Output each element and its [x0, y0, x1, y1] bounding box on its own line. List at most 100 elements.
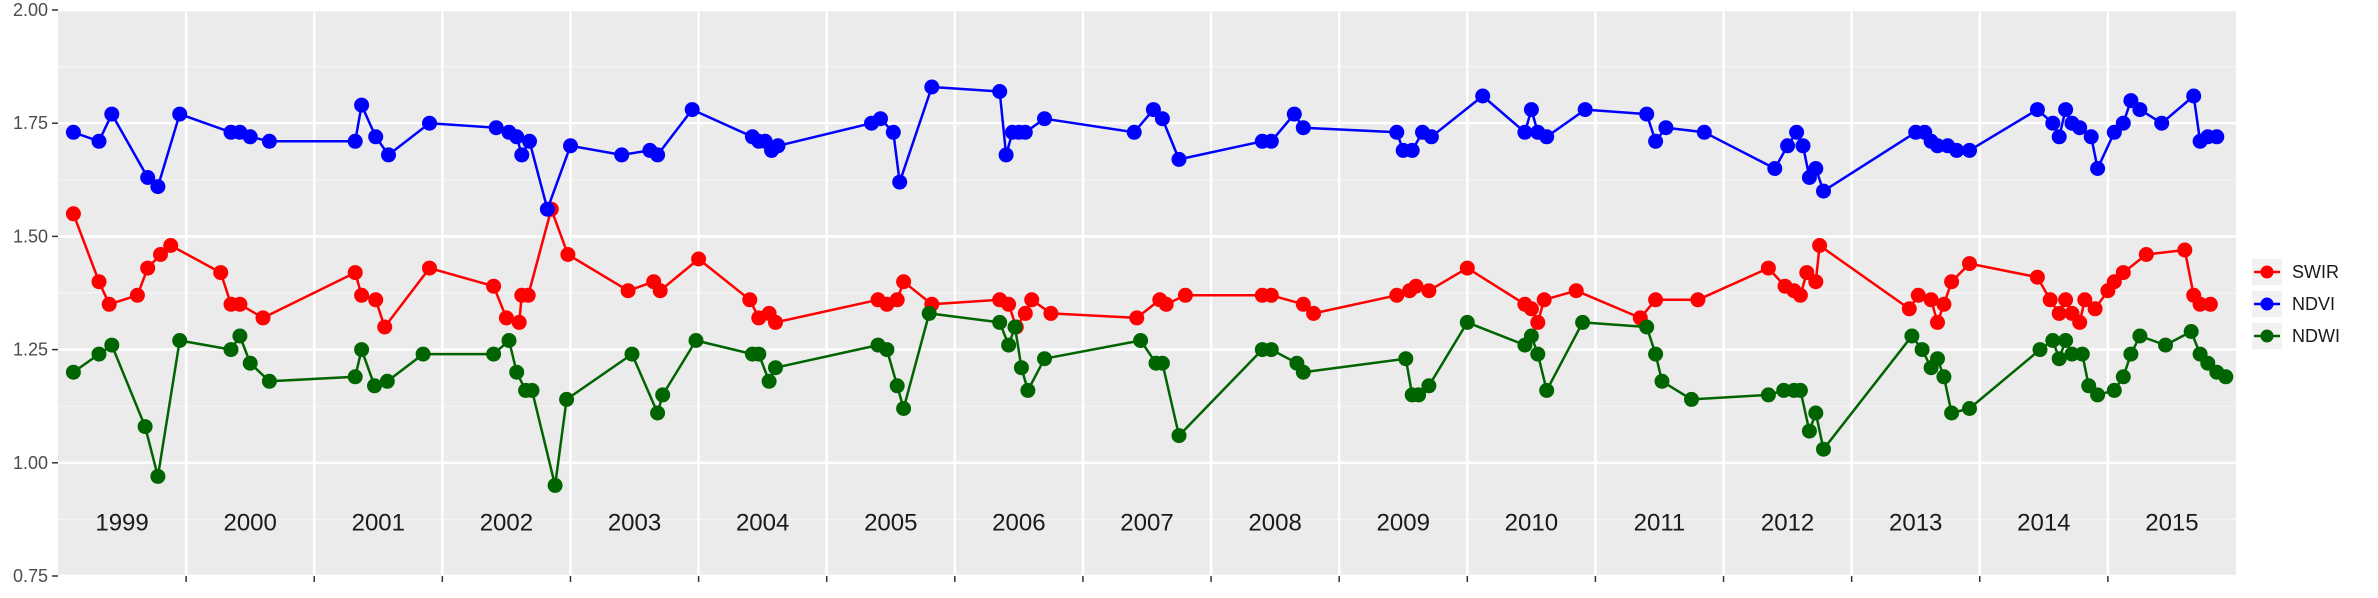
data-point-swir: [1177, 287, 1193, 303]
axes: 0.75 1.00 1.25 1.50 1.75 2.00: [13, 0, 2109, 586]
data-point-swir: [1421, 283, 1437, 299]
data-point-swir: [1295, 296, 1311, 312]
data-point-ndwi: [2032, 342, 2048, 358]
data-point-ndwi: [104, 337, 120, 353]
year-label: 2007: [1120, 510, 1173, 537]
data-point-ndwi: [896, 401, 912, 416]
data-point-ndvi: [91, 133, 107, 149]
data-point-ndvi: [347, 133, 363, 149]
data-point-swir: [422, 260, 437, 276]
data-point-ndvi: [381, 147, 396, 163]
legend-key-point: [2260, 329, 2274, 343]
year-labels: 1999 2000 2001 2002 2003 2004 2005 2006 2007 2008…: [95, 510, 2198, 537]
data-point-ndvi: [242, 129, 258, 145]
data-point-ndwi: [1801, 423, 1817, 439]
y-tick-label: 1.50: [13, 226, 48, 246]
data-point-swir: [1129, 310, 1145, 326]
data-point-ndvi: [2072, 120, 2088, 136]
data-point-ndvi: [1154, 111, 1170, 127]
data-point-ndwi: [137, 419, 153, 435]
data-point-ndvi: [1389, 124, 1405, 140]
data-point-ndwi: [232, 328, 248, 344]
data-point-ndwi: [1904, 328, 1920, 344]
data-point-swir: [2058, 292, 2074, 308]
data-point-ndwi: [1639, 319, 1655, 335]
data-point-ndwi: [1684, 391, 1699, 407]
y-tick-label: 0.75: [13, 566, 48, 586]
data-point-swir: [1017, 305, 1033, 321]
data-point-ndvi: [1696, 124, 1712, 140]
data-point-ndvi: [684, 102, 700, 118]
data-point-ndvi: [1017, 124, 1033, 140]
data-point-ndwi: [1133, 333, 1149, 348]
data-point-swir: [1812, 238, 1828, 253]
data-point-ndwi: [547, 477, 563, 493]
year-label: 2015: [2145, 510, 2198, 537]
data-point-swir: [377, 319, 393, 335]
data-point-ndvi: [1475, 88, 1491, 104]
data-point-ndwi: [347, 369, 363, 385]
data-point-ndvi: [563, 138, 578, 154]
data-point-ndwi: [1421, 378, 1437, 394]
data-point-ndwi: [1530, 346, 1546, 362]
data-point-ndwi: [2183, 324, 2199, 339]
data-point-ndwi: [2058, 333, 2074, 348]
data-point-ndwi: [2158, 337, 2173, 353]
data-point-ndvi: [1816, 183, 1831, 199]
data-point-ndwi: [1930, 351, 1945, 367]
data-point-ndwi: [655, 387, 671, 403]
data-point-ndwi: [688, 333, 704, 348]
data-point-ndwi: [879, 342, 895, 358]
data-point-ndwi: [2064, 346, 2080, 362]
legend-key-point: [2260, 297, 2274, 311]
data-point-swir: [1760, 260, 1776, 276]
data-point-swir: [896, 274, 912, 290]
data-point-swir: [2138, 247, 2154, 262]
data-point-ndwi: [1914, 342, 1930, 358]
data-point-ndvi: [614, 147, 630, 163]
data-point-ndvi: [1767, 161, 1783, 176]
data-point-ndvi: [1263, 133, 1279, 149]
data-point-ndwi: [1020, 382, 1036, 398]
data-point-swir: [1043, 305, 1059, 321]
data-point-ndvi: [2154, 115, 2170, 131]
data-point-ndvi: [2115, 115, 2131, 131]
data-point-swir: [65, 206, 81, 222]
data-point-swir: [163, 238, 179, 253]
y-tick-label: 2.00: [13, 0, 48, 20]
data-point-swir: [2177, 242, 2193, 258]
data-point-ndvi: [261, 133, 277, 149]
data-point-swir: [1530, 314, 1546, 330]
data-point-ndwi: [1263, 342, 1279, 358]
year-label: 2008: [1248, 510, 1301, 537]
data-point-ndwi: [1760, 387, 1776, 403]
data-point-ndwi: [1171, 428, 1187, 444]
data-point-ndvi: [892, 174, 908, 190]
data-point-swir: [768, 314, 783, 330]
data-point-swir: [1306, 305, 1322, 321]
data-point-swir: [2042, 292, 2058, 308]
data-point-ndvi: [885, 124, 901, 140]
data-point-ndvi: [509, 129, 525, 145]
data-point-ndvi: [150, 179, 166, 195]
data-point-ndwi: [768, 360, 783, 376]
year-label: 2005: [864, 510, 917, 537]
data-point-swir: [1901, 301, 1917, 317]
data-point-ndvi: [514, 147, 530, 163]
data-point-swir: [2202, 296, 2218, 312]
legend-label: NDVI: [2292, 294, 2335, 314]
data-point-ndvi: [1648, 133, 1664, 149]
data-point-ndvi: [1423, 129, 1439, 145]
data-point-ndwi: [150, 468, 166, 484]
data-point-ndwi: [1962, 401, 1977, 416]
data-point-ndwi: [1575, 314, 1591, 330]
data-point-swir: [2029, 269, 2045, 285]
data-point-ndvi: [1962, 142, 1977, 158]
data-point-ndwi: [501, 333, 517, 348]
data-point-ndwi: [1654, 373, 1670, 389]
data-point-ndvi: [539, 201, 555, 217]
year-label: 2014: [2017, 510, 2070, 537]
data-point-ndvi: [2090, 161, 2106, 176]
data-point-swir: [1944, 274, 1960, 290]
data-point-ndwi: [1944, 405, 1960, 421]
